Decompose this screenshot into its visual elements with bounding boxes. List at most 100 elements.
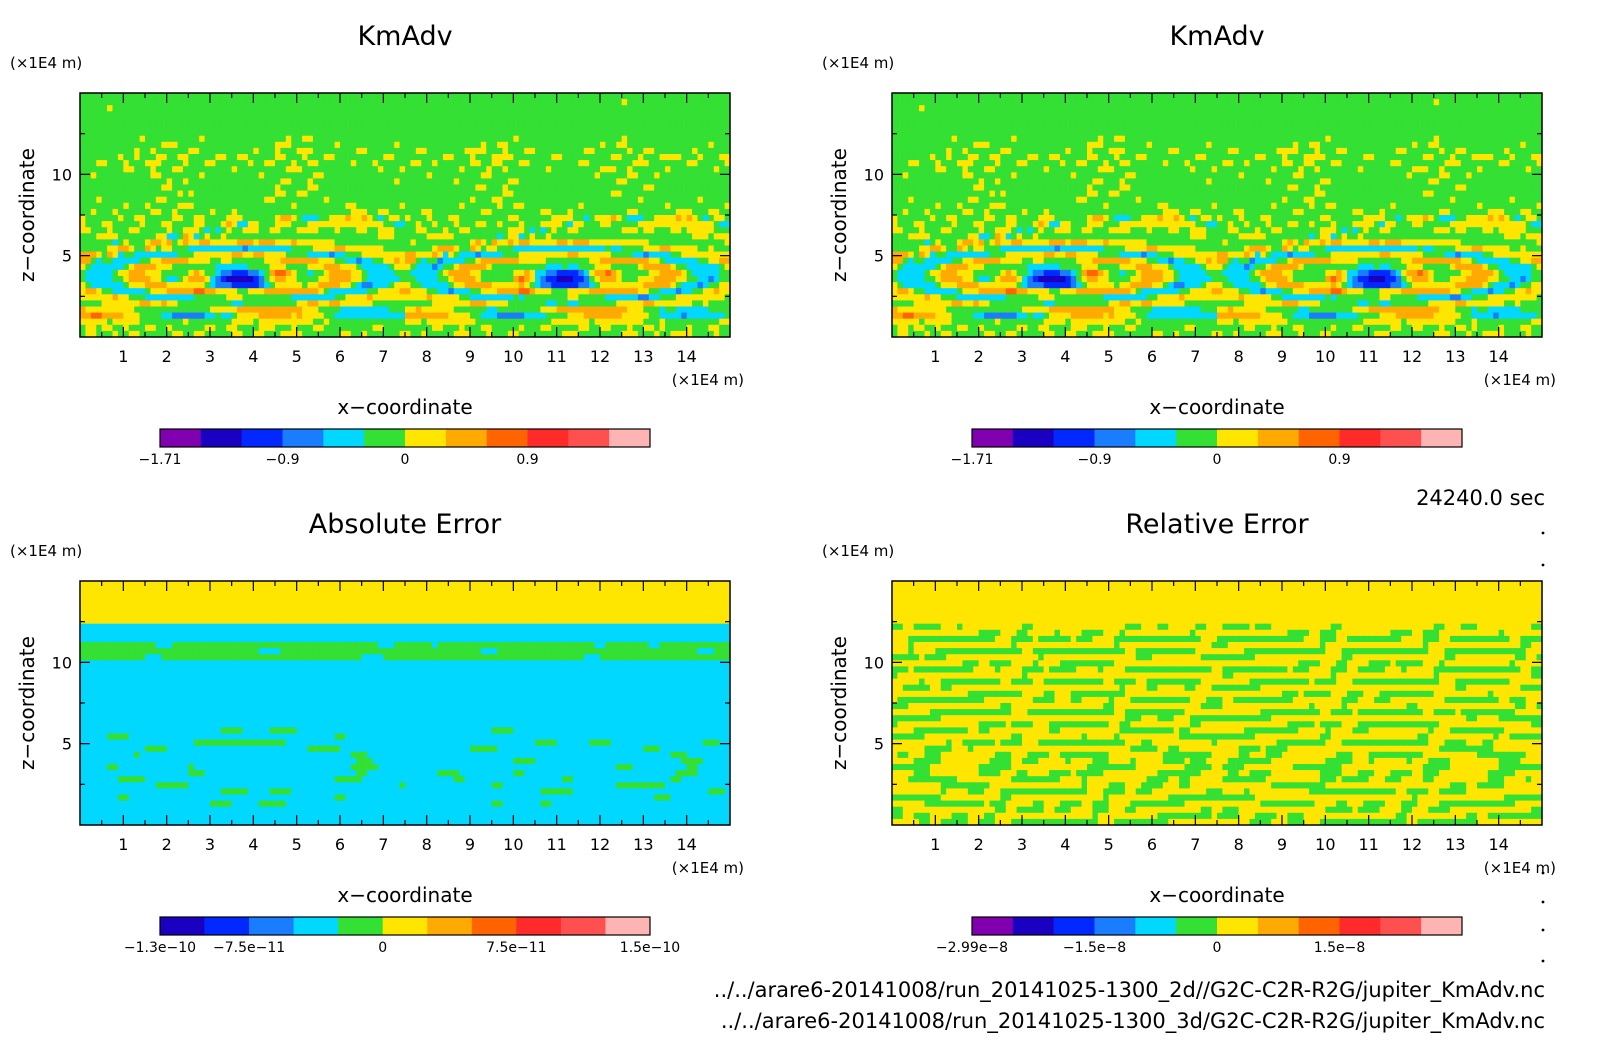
contour-cell <box>605 111 612 118</box>
contour-cell <box>697 141 704 149</box>
contour-cell <box>518 312 525 320</box>
contour-cell <box>529 312 536 320</box>
contour-cell <box>540 129 547 137</box>
contour-cell <box>556 135 563 143</box>
contour-cell <box>556 93 563 100</box>
contour-cell <box>719 251 726 259</box>
contour-cell <box>334 166 341 173</box>
contour-cell <box>670 93 677 100</box>
contour-cell <box>692 99 699 106</box>
contour-cell <box>545 117 552 125</box>
contour-cell <box>199 190 206 198</box>
contour-cell <box>134 221 141 228</box>
contour-cell <box>112 330 119 337</box>
contour-cell <box>692 239 699 247</box>
contour-cell <box>670 196 677 204</box>
contour-cell <box>275 93 282 100</box>
contour-cell <box>681 257 688 265</box>
contour-cell <box>383 105 390 112</box>
contour-cell <box>188 93 195 100</box>
contour-cell <box>204 324 211 332</box>
contour-cell <box>302 184 309 192</box>
contour-cell <box>172 190 179 198</box>
contour-cell <box>448 196 455 204</box>
contour-cell <box>96 202 103 210</box>
contour-cell <box>994 93 1001 100</box>
contour-cell <box>80 245 87 253</box>
contour-cell <box>459 117 466 125</box>
contour-cell <box>182 306 189 314</box>
contour-cell <box>139 117 146 125</box>
contour-cell <box>318 160 325 167</box>
contour-cell <box>421 257 428 265</box>
contour-cell <box>312 178 319 186</box>
contour-cell <box>470 251 477 259</box>
contour-cell <box>123 294 130 301</box>
contour-cell <box>421 99 428 106</box>
contour-cell <box>551 239 558 247</box>
contour-cell <box>123 233 130 240</box>
contour-cell <box>616 166 623 173</box>
contour-cell <box>172 172 179 179</box>
contour-cell <box>589 135 596 143</box>
contour-cell <box>572 269 579 277</box>
contour-cell <box>361 312 368 320</box>
contour-cell <box>302 257 309 265</box>
contour-cell <box>697 166 704 173</box>
contour-cell <box>600 178 607 186</box>
contour-cell <box>453 196 460 204</box>
contour-cell <box>616 172 623 179</box>
colorbar-label: 0 <box>401 452 410 468</box>
contour-cell <box>572 141 579 149</box>
contour-cell <box>107 184 114 192</box>
contour-cell <box>334 282 341 289</box>
contour-cell <box>475 294 482 301</box>
x-tick-label: 6 <box>335 347 345 366</box>
contour-cell <box>226 245 233 253</box>
contour-cell <box>567 141 574 149</box>
contour-cell <box>377 105 384 112</box>
contour-cell <box>475 251 482 259</box>
contour-cell <box>356 227 363 234</box>
contour-cell <box>486 111 493 118</box>
contour-cell <box>459 172 466 179</box>
contour-cell <box>367 300 374 308</box>
contour-cell <box>377 154 384 161</box>
contour-cell <box>199 117 206 125</box>
contour-cell <box>204 99 211 106</box>
contour-cell <box>497 160 504 167</box>
contour-cell <box>372 221 379 228</box>
contour-cell <box>621 135 628 143</box>
contour-cell <box>367 239 374 247</box>
contour-cell <box>621 227 628 234</box>
contour-cell <box>659 294 666 301</box>
contour-cell <box>637 294 644 301</box>
contour-cell <box>491 330 498 337</box>
contour-cell <box>502 196 509 204</box>
contour-cell <box>182 172 189 179</box>
contour-cell <box>372 306 379 314</box>
contour-cell <box>675 166 682 173</box>
contour-cell <box>204 269 211 277</box>
contour-cell <box>513 208 520 216</box>
contour-cell <box>329 215 336 222</box>
contour-cell <box>269 129 276 137</box>
contour-cell <box>551 276 558 283</box>
contour-cell <box>713 294 720 301</box>
contour-cell <box>318 251 325 259</box>
contour-cell <box>237 172 244 179</box>
contour-cell <box>155 99 162 106</box>
contour-cell <box>231 215 238 222</box>
contour-cell <box>1319 93 1326 100</box>
contour-cell <box>350 245 357 253</box>
contour-cell <box>383 239 390 247</box>
contour-cell <box>377 324 384 332</box>
contour-cell <box>410 105 417 112</box>
contour-cell <box>399 227 406 234</box>
contour-cell <box>269 318 276 326</box>
contour-cell <box>686 276 693 283</box>
contour-cell <box>188 221 195 228</box>
contour-cell <box>377 129 384 137</box>
contour-cell <box>340 105 347 112</box>
contour-cell <box>117 245 124 253</box>
